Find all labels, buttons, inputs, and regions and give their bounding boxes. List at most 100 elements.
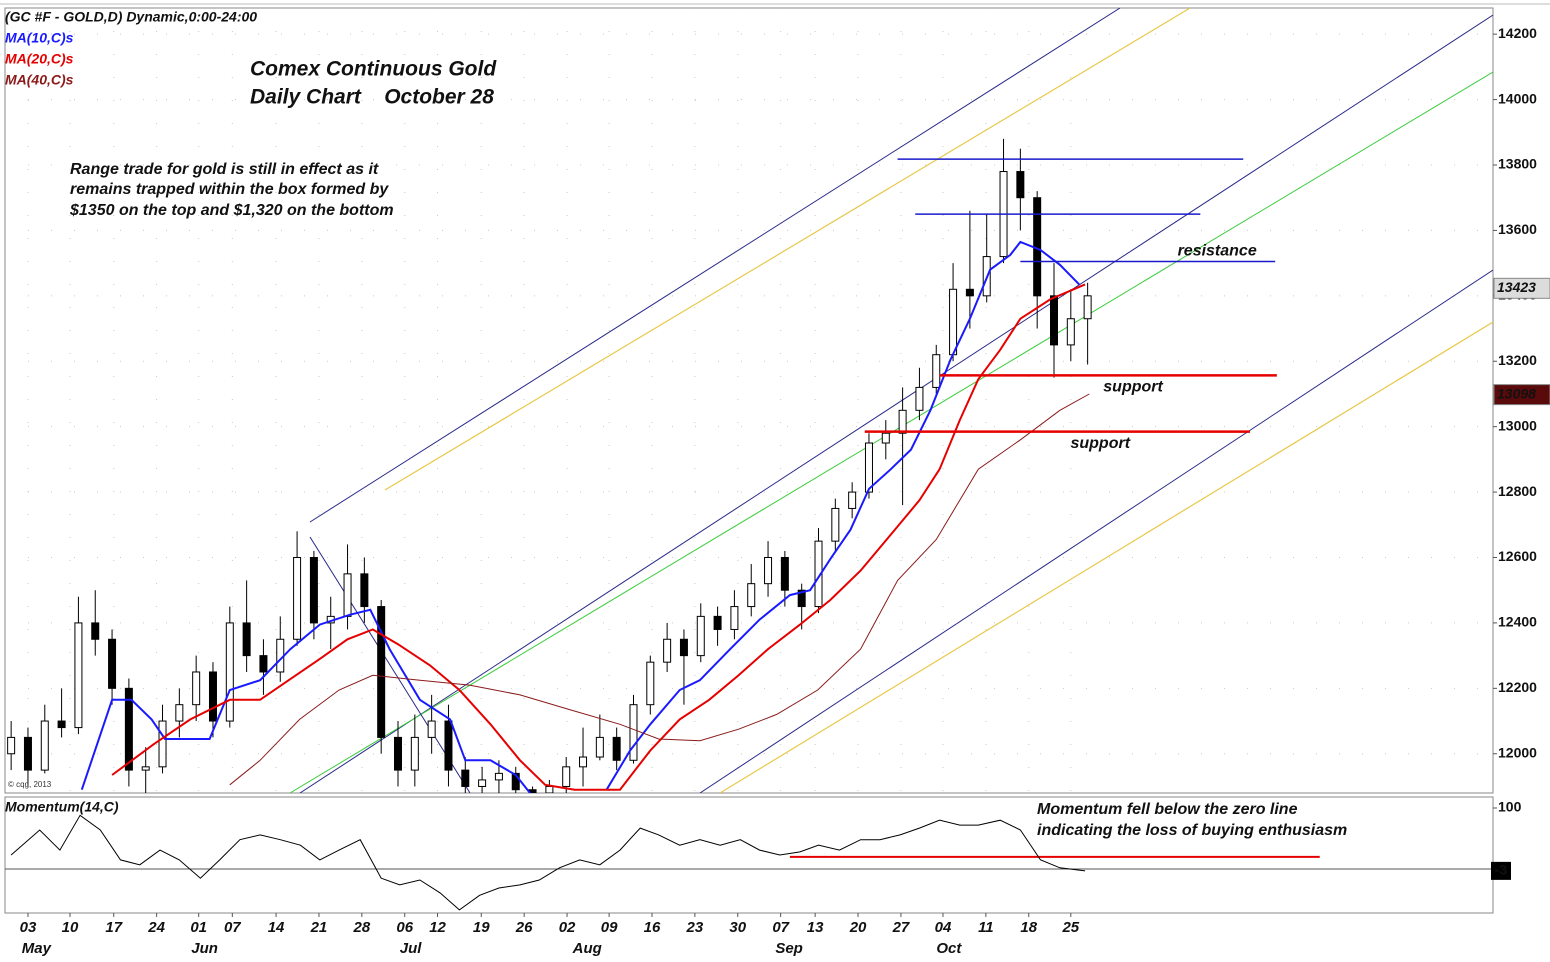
momentum-tag-label: -3 bbox=[1495, 862, 1508, 878]
momentum-tick-label: 100 bbox=[1498, 799, 1522, 815]
y-tick-label: 12400 bbox=[1498, 614, 1537, 630]
candle-body bbox=[696, 615, 705, 657]
x-tick-label: 07 bbox=[224, 919, 241, 936]
y-tick-label: 13800 bbox=[1498, 156, 1537, 172]
legend-entry: MA(20,C)s bbox=[5, 51, 74, 67]
candle-body bbox=[881, 432, 890, 444]
x-tick-label: 10 bbox=[62, 919, 79, 936]
candle-body bbox=[595, 736, 604, 758]
candle-body bbox=[208, 671, 217, 722]
candle-body bbox=[797, 589, 806, 608]
y-tick-label: 12800 bbox=[1498, 483, 1537, 499]
chart-header: (GC #F - GOLD,D) Dynamic,0:00-24:00 bbox=[5, 9, 257, 25]
candle-body bbox=[629, 704, 638, 761]
channel-line bbox=[309, 536, 471, 793]
level-label: resistance bbox=[1178, 243, 1257, 260]
candle-body bbox=[394, 736, 403, 771]
candle-body bbox=[410, 736, 419, 771]
copyright: © cqg, 2013 bbox=[8, 780, 52, 789]
y-tick-label: 13200 bbox=[1498, 352, 1537, 368]
candle-body bbox=[461, 769, 470, 787]
x-tick-label: 01 bbox=[190, 919, 207, 936]
candle-body bbox=[831, 507, 840, 542]
x-tick-label: 21 bbox=[310, 919, 328, 936]
x-tick-label: 12 bbox=[429, 919, 446, 936]
x-tick-label: 24 bbox=[147, 919, 165, 936]
momentum-tag bbox=[1491, 861, 1511, 880]
candle-body bbox=[898, 409, 907, 434]
x-tick-label: 14 bbox=[268, 919, 285, 936]
candle-body bbox=[444, 720, 453, 771]
candle-body bbox=[242, 622, 251, 657]
momentum bbox=[5, 814, 1493, 911]
candle-body bbox=[1016, 171, 1025, 199]
candle-body bbox=[360, 573, 369, 608]
x-tick-label: 06 bbox=[396, 919, 413, 936]
candle-body bbox=[511, 772, 520, 791]
momentum-annotation: indicating the loss of buying enthusiasm bbox=[1037, 822, 1347, 839]
momentum-panel bbox=[4, 796, 1494, 914]
x-tick-label: 09 bbox=[601, 919, 618, 936]
candle-body bbox=[730, 606, 739, 630]
y-tick-label: 14200 bbox=[1498, 25, 1537, 41]
x-tick-label: 04 bbox=[935, 919, 952, 936]
candle-body bbox=[949, 288, 958, 356]
x-tick-label: 20 bbox=[849, 919, 867, 936]
moving-average bbox=[111, 283, 1086, 791]
month-label: Oct bbox=[936, 940, 962, 957]
candle-body bbox=[579, 756, 588, 768]
month-label: Aug bbox=[572, 940, 602, 957]
legend-entry: MA(10,C)s bbox=[5, 30, 74, 46]
candle-body bbox=[175, 704, 184, 722]
candle-body bbox=[192, 671, 201, 706]
channel-line bbox=[699, 269, 1493, 793]
price-tag bbox=[1493, 277, 1550, 299]
month-label: Sep bbox=[775, 940, 803, 957]
candle-body bbox=[780, 557, 789, 591]
x-tick-label: 23 bbox=[686, 919, 704, 936]
channel-line bbox=[299, 14, 1493, 793]
x-tick-label: 30 bbox=[729, 919, 746, 936]
channel-line bbox=[719, 321, 1493, 793]
x-tick-label: 25 bbox=[1061, 919, 1079, 936]
candle-body bbox=[158, 720, 167, 768]
y-tick-label: 13000 bbox=[1498, 417, 1537, 433]
candle-body bbox=[141, 766, 150, 771]
candle-body bbox=[864, 442, 873, 493]
candles bbox=[7, 138, 1092, 793]
x-tick-label: 18 bbox=[1020, 919, 1037, 936]
momentum-label: Momentum(14,C) bbox=[5, 799, 119, 815]
candle-body bbox=[713, 615, 722, 630]
annotation: $1350 on the top and $1,320 on the botto… bbox=[69, 202, 394, 219]
candle-body bbox=[74, 622, 83, 729]
candle-body bbox=[814, 540, 823, 608]
candle-body bbox=[965, 288, 974, 297]
candle-body bbox=[494, 772, 503, 781]
candle-body bbox=[932, 354, 941, 388]
x-tick-label: 28 bbox=[352, 919, 370, 936]
candle-body bbox=[293, 557, 302, 640]
candle-body bbox=[225, 622, 234, 722]
x-tick-label: 26 bbox=[515, 919, 533, 936]
y-tick-label: 14000 bbox=[1498, 90, 1537, 106]
candle-body bbox=[57, 720, 66, 729]
candle-body bbox=[124, 687, 133, 771]
level-label: support bbox=[1070, 435, 1130, 452]
price-tag-label: 13098 bbox=[1497, 385, 1536, 401]
legend-entry: MA(40,C)s bbox=[5, 72, 74, 88]
price-tag-label: 13423 bbox=[1497, 279, 1536, 295]
overlay: 1200012200124001260012800130001320013400… bbox=[5, 25, 1550, 957]
candle-body bbox=[427, 720, 436, 738]
candle-body bbox=[259, 655, 268, 673]
moving-averages bbox=[80, 240, 1090, 793]
candle-body bbox=[478, 779, 487, 787]
x-tick-label: 17 bbox=[105, 919, 122, 936]
candle-body bbox=[40, 720, 49, 771]
y-tick-label: 12600 bbox=[1498, 548, 1537, 564]
month-label: May bbox=[22, 940, 52, 957]
x-tick-label: 19 bbox=[473, 919, 490, 936]
candle-body bbox=[663, 638, 672, 663]
candle-body bbox=[23, 736, 32, 771]
annotation: remains trapped within the box formed by bbox=[70, 181, 389, 198]
x-tick-label: 13 bbox=[807, 919, 824, 936]
